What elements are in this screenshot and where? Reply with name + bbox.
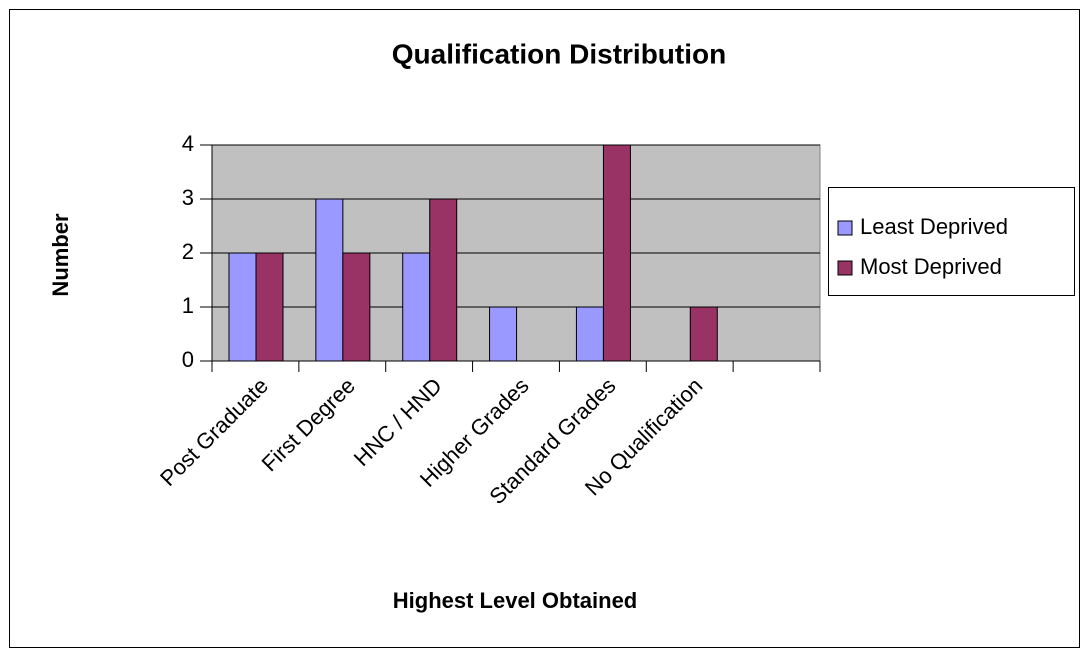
legend-label: Most Deprived xyxy=(860,254,1002,279)
bar xyxy=(255,252,284,362)
y-tick-label: 3 xyxy=(182,185,194,210)
bar xyxy=(429,198,458,362)
bar xyxy=(575,306,604,362)
y-axis-title: Number xyxy=(48,213,73,297)
y-tick-label: 0 xyxy=(182,347,194,372)
bar xyxy=(342,252,371,362)
y-tick-label: 4 xyxy=(182,131,194,156)
legend-swatch xyxy=(837,220,853,236)
bar xyxy=(402,252,431,362)
y-tick-label: 2 xyxy=(182,239,194,264)
bar xyxy=(689,306,718,362)
bar xyxy=(489,306,518,362)
legend xyxy=(828,187,1075,296)
bar xyxy=(228,252,257,362)
chart-title: Qualification Distribution xyxy=(392,38,726,69)
bar xyxy=(602,144,631,362)
legend-label: Least Deprived xyxy=(860,214,1008,239)
x-axis-title: Highest Level Obtained xyxy=(393,588,638,613)
y-tick-label: 1 xyxy=(182,293,194,318)
legend-swatch xyxy=(837,260,853,276)
bar xyxy=(315,198,344,362)
